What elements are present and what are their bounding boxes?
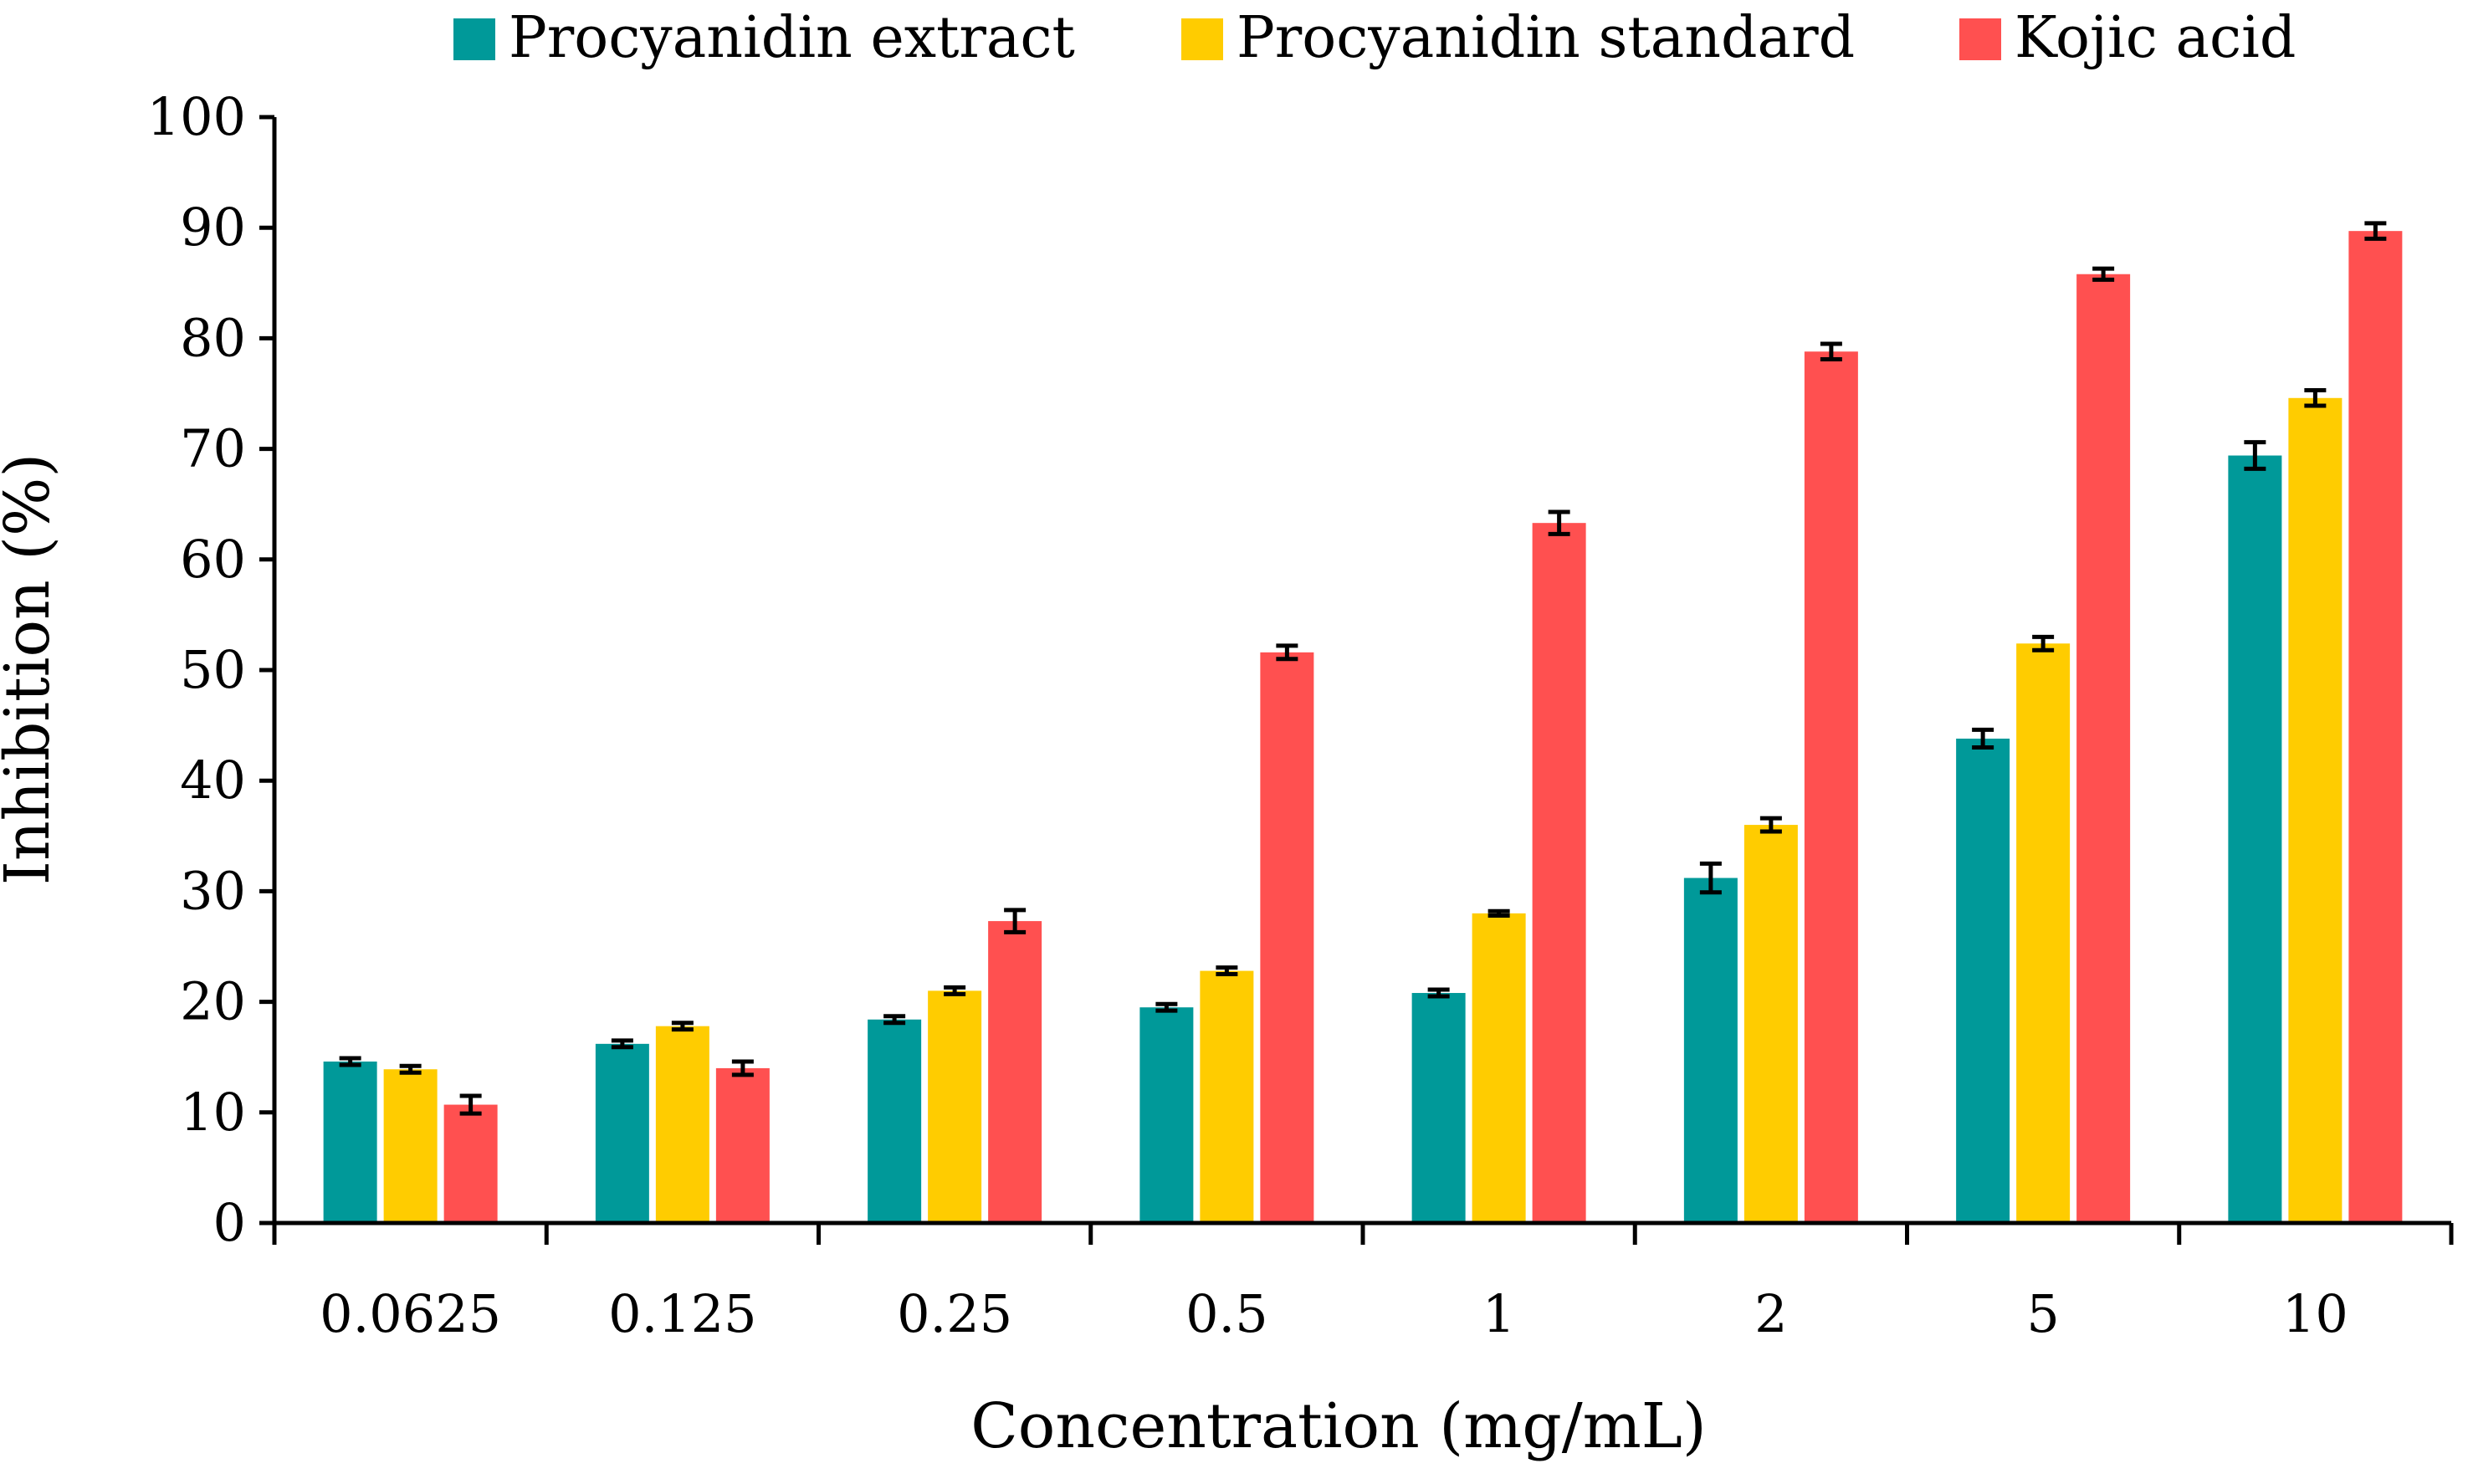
legend: Procyanidin extract Procyanidin standard K…	[453, 5, 2296, 71]
y-tick-label: 80	[180, 307, 246, 368]
bar	[655, 1026, 709, 1223]
x-tick-label: 0.25	[897, 1283, 1012, 1344]
bar	[1956, 738, 2010, 1223]
bar	[2288, 397, 2343, 1224]
error-bars-layer	[339, 221, 2387, 1116]
y-tick-label: 50	[180, 639, 246, 700]
bar	[2228, 455, 2282, 1223]
bar	[1200, 970, 1254, 1223]
bar	[443, 1104, 498, 1223]
bar	[868, 1019, 922, 1223]
y-tick-label: 70	[180, 418, 246, 479]
x-axis-title: Concentration (mg/mL)	[970, 1390, 1707, 1462]
y-tick-label: 90	[180, 197, 246, 258]
bar	[1260, 652, 1314, 1223]
bar	[988, 921, 1042, 1223]
bars-layer	[323, 231, 2403, 1224]
x-tick-label: 0.0625	[320, 1283, 501, 1344]
legend-swatch	[1181, 18, 1223, 60]
x-tick-label: 10	[2282, 1283, 2348, 1344]
bar	[1743, 825, 1798, 1223]
legend-swatch	[453, 18, 495, 60]
bar	[1532, 523, 1586, 1223]
bar	[2016, 643, 2071, 1223]
legend-label: Procyanidin standard	[1237, 5, 1855, 71]
y-tick-label: 30	[180, 860, 246, 921]
bar	[2076, 274, 2131, 1223]
axes: 0 10 20 30 40 50 60 70 80 90 100 0.0625 0.125 0.25 0.5…	[147, 86, 2454, 1344]
y-tick-label: 0	[213, 1192, 246, 1253]
x-tick-label: 0.5	[1185, 1283, 1268, 1344]
legend-label: Procyanidin extract	[509, 5, 1075, 71]
bar	[1683, 878, 1738, 1223]
bar	[928, 990, 982, 1223]
bar	[383, 1069, 438, 1223]
bar	[1139, 1007, 1194, 1223]
legend-swatch	[1959, 18, 2001, 60]
bar	[1472, 913, 1526, 1223]
bar	[323, 1061, 377, 1223]
bar	[1804, 351, 1858, 1223]
y-tick-label: 10	[180, 1082, 246, 1143]
x-tick-label: 5	[2026, 1283, 2059, 1344]
x-tick-label: 1	[1482, 1283, 1515, 1344]
y-tick-label: 100	[147, 86, 246, 147]
x-tick-label: 2	[1754, 1283, 1787, 1344]
y-tick-label: 60	[180, 529, 246, 590]
bar	[2348, 231, 2403, 1223]
y-tick-label: 40	[180, 750, 246, 811]
bar	[715, 1067, 770, 1223]
y-axis-title: Inhibition (%)	[0, 453, 64, 885]
bar	[595, 1043, 649, 1223]
bar	[1411, 993, 1466, 1223]
y-tick-label: 20	[180, 971, 246, 1032]
x-tick-label: 0.125	[608, 1283, 757, 1344]
legend-label: Kojic acid	[2015, 5, 2296, 71]
